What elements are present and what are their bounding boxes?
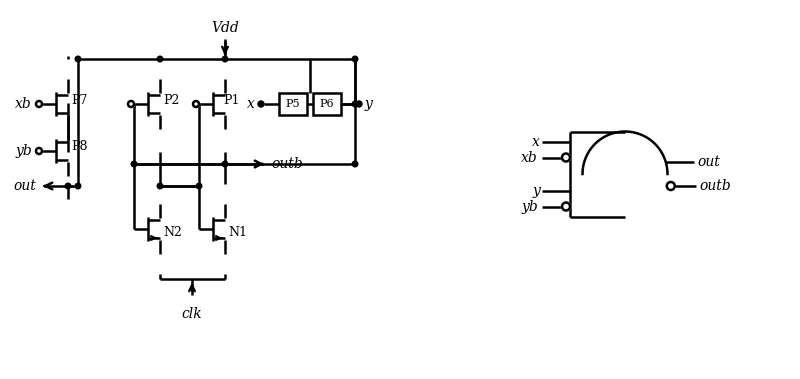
Circle shape [75, 183, 81, 189]
Bar [279, 93, 307, 115]
Circle shape [222, 161, 228, 167]
Circle shape [352, 161, 358, 167]
Circle shape [666, 182, 674, 190]
Text: xb: xb [522, 150, 538, 164]
Text: x: x [247, 97, 255, 111]
Text: outb: outb [700, 179, 731, 193]
Text: y: y [532, 183, 540, 197]
Circle shape [258, 101, 264, 107]
Text: y: y [365, 97, 373, 111]
Text: clk: clk [182, 307, 202, 321]
Text: out: out [13, 179, 36, 193]
Text: P1: P1 [223, 94, 239, 106]
Text: P5: P5 [286, 99, 300, 109]
Text: x: x [532, 135, 540, 149]
Circle shape [196, 183, 202, 189]
Circle shape [193, 101, 199, 107]
Circle shape [131, 161, 137, 167]
Circle shape [36, 148, 42, 154]
Circle shape [66, 183, 71, 189]
Bar [313, 93, 341, 115]
Circle shape [157, 56, 163, 62]
Text: N1: N1 [228, 227, 247, 240]
Circle shape [128, 101, 134, 107]
Circle shape [222, 56, 228, 62]
Text: N2: N2 [163, 227, 182, 240]
Circle shape [352, 56, 358, 62]
Text: out: out [698, 155, 721, 169]
Circle shape [356, 101, 362, 107]
Text: yb: yb [522, 199, 538, 213]
Circle shape [157, 183, 163, 189]
Text: Vdd: Vdd [211, 21, 239, 35]
Circle shape [352, 101, 358, 107]
Circle shape [562, 153, 570, 161]
Circle shape [36, 101, 42, 107]
Text: yb: yb [15, 144, 32, 158]
Text: P7: P7 [71, 94, 87, 106]
Text: P8: P8 [71, 141, 87, 153]
Text: outb: outb [271, 157, 302, 171]
Text: P2: P2 [163, 94, 179, 106]
Text: P6: P6 [320, 99, 334, 109]
Circle shape [562, 202, 570, 210]
Text: xb: xb [15, 97, 32, 111]
Circle shape [75, 56, 81, 62]
